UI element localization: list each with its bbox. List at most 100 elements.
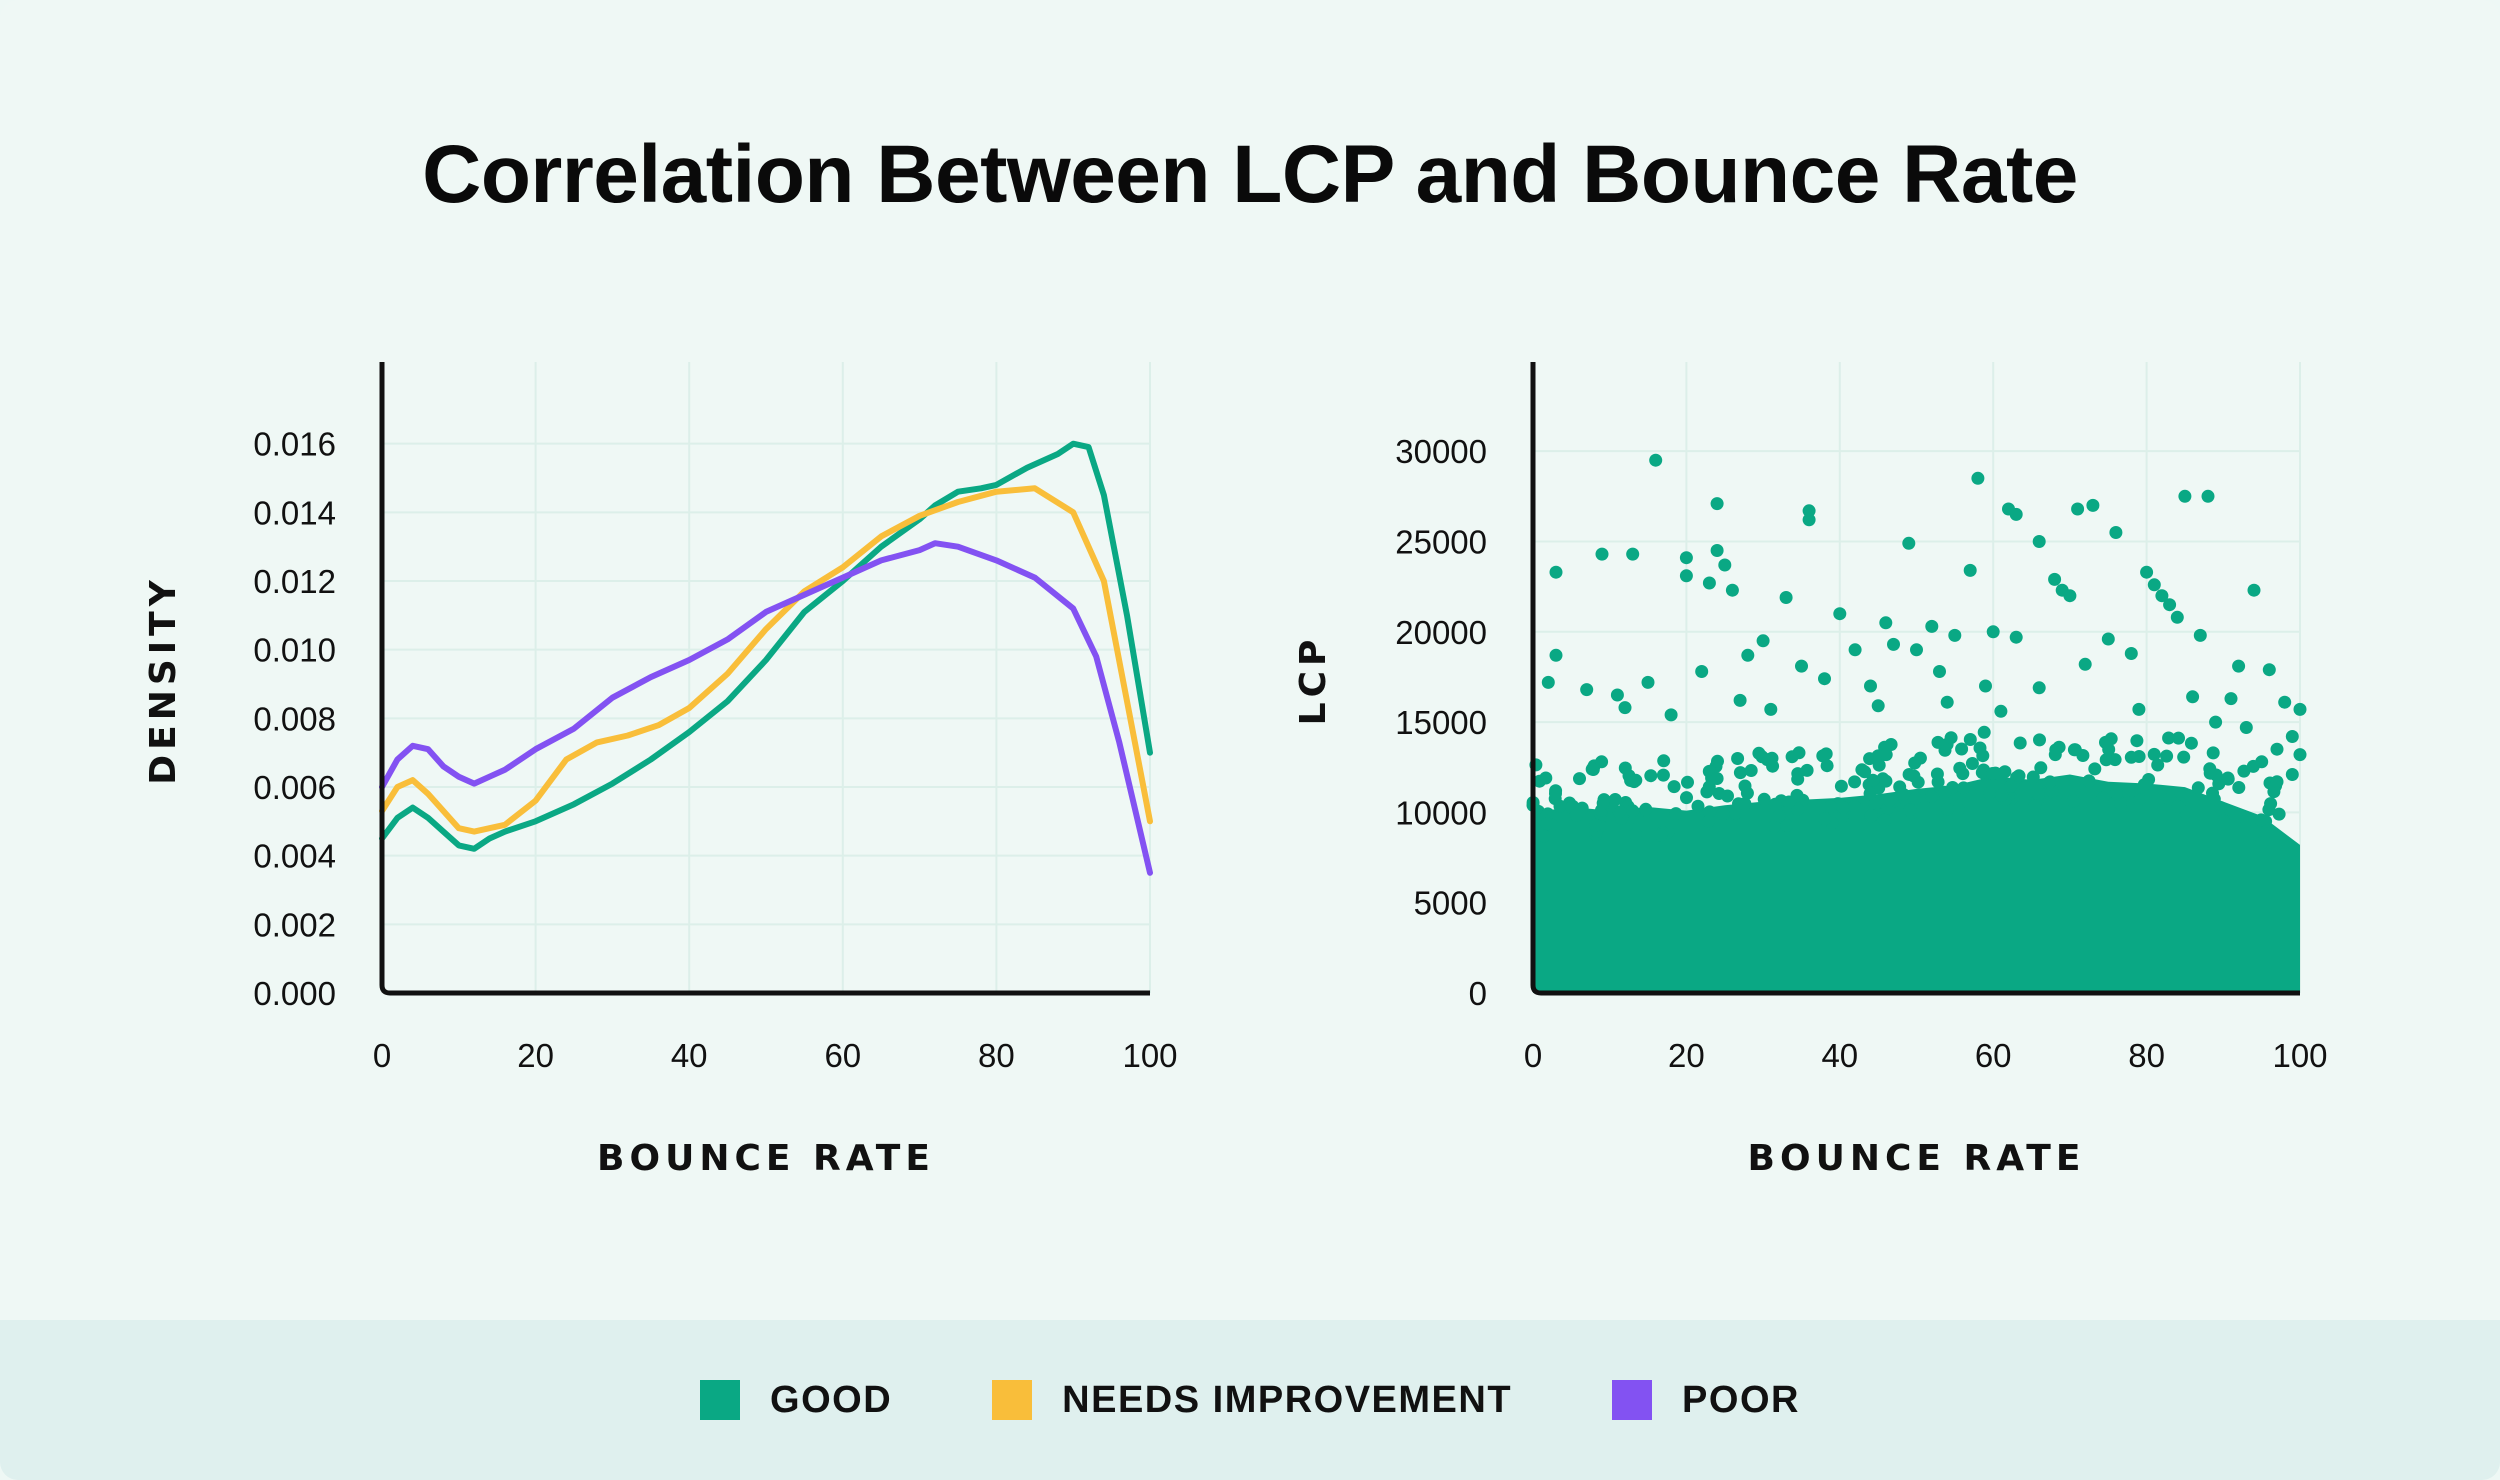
x-tick-label: 100 — [1122, 1037, 1177, 1074]
scatter-point — [2086, 498, 2100, 512]
y-tick-label: 0.014 — [253, 494, 336, 531]
y-tick-label: 25000 — [1395, 523, 1487, 560]
scatter-point — [1913, 751, 1927, 765]
scatter-point — [2124, 647, 2138, 660]
scatter-point — [1731, 752, 1745, 765]
scatter-point — [2109, 526, 2123, 539]
scatter-point — [2032, 535, 2046, 548]
scatter-point — [2163, 598, 2177, 612]
scatter-point — [1878, 813, 1892, 827]
scatter-point — [1539, 771, 1553, 785]
scatter-point — [2201, 489, 2215, 503]
grid-density — [382, 362, 1151, 993]
scatter-point — [1883, 794, 1897, 808]
y-axis-label: LCP — [1293, 635, 1334, 726]
scatter-point — [2270, 742, 2284, 756]
scatter-point — [1710, 772, 1724, 785]
scatter-point — [2232, 781, 2246, 794]
axes-density — [379, 362, 1150, 996]
scatter-point — [1971, 471, 1985, 485]
scatter-point — [2155, 589, 2169, 603]
scatter-point — [2132, 702, 2146, 716]
scatter-point — [1871, 699, 1885, 713]
scatter-point — [1940, 695, 1954, 709]
scatter-point — [2031, 787, 2045, 801]
scatter-point — [2160, 749, 2174, 763]
scatter-point — [2082, 774, 2096, 788]
scatter-point — [2255, 755, 2269, 769]
scatter-point — [2125, 784, 2139, 797]
x-axis-label: BOUNCE RATE — [1748, 1138, 2086, 1179]
scatter-point — [1627, 775, 1641, 789]
scatter-point — [2124, 750, 2138, 764]
scatter-point — [1951, 803, 1965, 817]
scatter-point — [2221, 771, 2235, 785]
legend-label-needs-improvement: NEEDS IMPROVEMENT — [1062, 1378, 1513, 1421]
chart-density: 0 20 40 60 80 100 0.000 0.002 0.004 0.006 0.008 0.0… — [143, 362, 1178, 1179]
scatter-point — [2207, 792, 2221, 806]
y-tick-label: 0.012 — [253, 563, 336, 600]
scatter-point — [1792, 746, 1806, 760]
scatter-point — [2048, 572, 2062, 586]
scatter-point — [1965, 757, 1979, 770]
scatter-point — [1702, 576, 1716, 590]
scatter-point — [1639, 802, 1653, 816]
scatter-point — [2151, 758, 2165, 772]
scatter-point — [1589, 818, 1603, 832]
scatter-point — [2232, 659, 2246, 673]
scatter-point — [1580, 683, 1594, 697]
scatter-point — [2034, 761, 2048, 775]
scatter-point — [1667, 780, 1681, 794]
scatter-point — [1744, 764, 1758, 777]
scatter-point — [1772, 809, 1786, 823]
scatter-point — [1782, 795, 1796, 809]
scatter-point — [2066, 794, 2080, 808]
scatter-point — [1802, 513, 1816, 527]
scatter-point — [2099, 753, 2113, 767]
legend-bar: GOOD NEEDS IMPROVEMENT POOR — [0, 1320, 2500, 1480]
scatter-point — [1780, 819, 1794, 832]
legend-swatch-poor — [1612, 1380, 1653, 1420]
y-tick-label: 20000 — [1395, 614, 1487, 651]
scatter-point — [1702, 814, 1716, 828]
scatter-point — [2013, 736, 2027, 750]
scatter-point — [2171, 799, 2185, 813]
scatter-dense-region — [1533, 774, 2300, 993]
scatter-point — [1764, 702, 1778, 716]
x-tick-label: 0 — [373, 1037, 391, 1074]
y-tick-label: 0.016 — [253, 426, 336, 463]
scatter-point — [2130, 734, 2144, 748]
scatter-point — [1795, 659, 1808, 673]
scatter-point — [2009, 507, 2023, 521]
scatter-point — [1626, 804, 1640, 818]
scatter-point — [1933, 665, 1946, 678]
scatter-point — [1738, 779, 1752, 793]
y-tick-label: 0.002 — [253, 906, 336, 943]
scatter-point — [1868, 797, 1882, 811]
scatter-point — [1925, 619, 1939, 633]
scatter-point — [1725, 583, 1739, 597]
scatter-point — [2224, 692, 2238, 706]
legend-swatch-good — [700, 1380, 741, 1420]
scatter-point — [2147, 747, 2161, 761]
scatter-point — [1718, 558, 1732, 572]
scatter-point — [1902, 536, 1916, 550]
scatter-point — [1816, 749, 1830, 763]
legend-label-good: GOOD — [770, 1378, 893, 1421]
scatter-point — [1879, 774, 1893, 788]
scatter-point — [2101, 632, 2115, 646]
y-tick-label: 5000 — [1414, 885, 1487, 922]
legend-label-poor: POOR — [1682, 1378, 1800, 1421]
scatter-point — [1908, 791, 1922, 805]
scatter-point — [2170, 610, 2184, 624]
scatter-point — [1979, 679, 1992, 693]
scatter-point — [1595, 755, 1609, 769]
scatter-point — [1779, 591, 1793, 604]
scatter-point — [2247, 583, 2261, 597]
scatter-point — [2184, 736, 2198, 750]
scatter-point — [1595, 547, 1609, 561]
scatter-point — [1848, 643, 1862, 657]
scatter-point — [1669, 807, 1683, 821]
scatter-point — [1618, 701, 1632, 715]
scatter-point — [1654, 828, 1668, 842]
